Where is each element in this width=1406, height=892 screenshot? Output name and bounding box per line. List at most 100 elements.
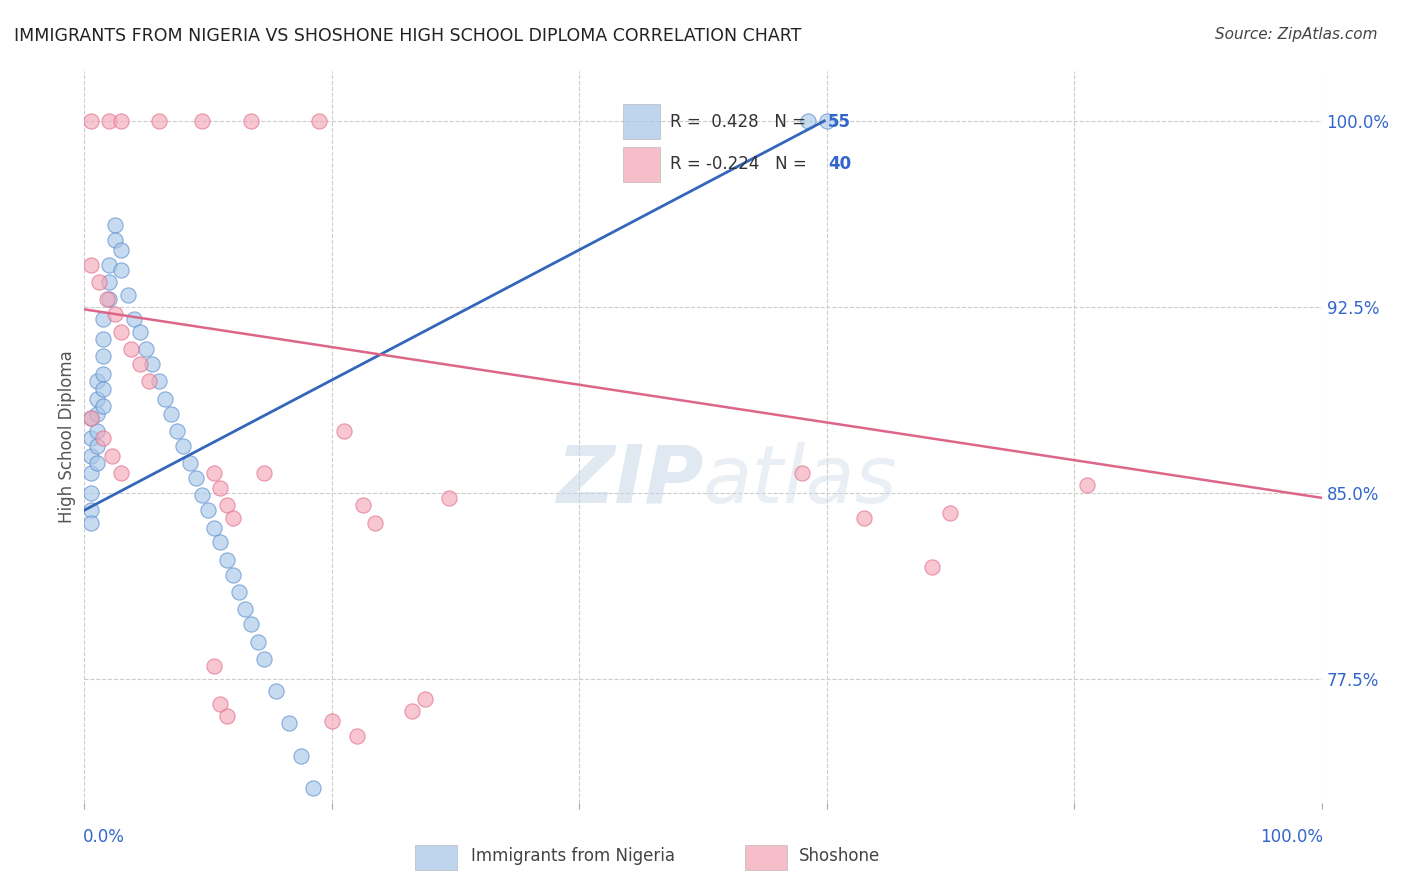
Point <box>117 287 139 301</box>
Point <box>129 325 152 339</box>
Point <box>222 567 245 582</box>
Point <box>98 258 121 272</box>
Point <box>302 780 325 795</box>
Point <box>439 491 461 505</box>
Point <box>79 411 101 425</box>
Point <box>98 275 121 289</box>
Point <box>104 307 127 321</box>
Point <box>89 275 111 289</box>
Point <box>277 716 299 731</box>
Point <box>228 585 250 599</box>
Point <box>79 431 101 445</box>
Text: ZIP: ZIP <box>555 442 703 520</box>
Point <box>79 449 101 463</box>
Point <box>141 357 163 371</box>
Point <box>209 697 232 711</box>
Point <box>1076 478 1098 492</box>
Point <box>153 392 176 406</box>
Point <box>91 399 114 413</box>
Point <box>138 374 160 388</box>
Point <box>104 218 127 232</box>
Point <box>401 704 423 718</box>
Point <box>790 466 813 480</box>
Point <box>321 714 343 728</box>
Point <box>91 367 114 381</box>
Point <box>96 293 118 307</box>
Point <box>215 498 238 512</box>
Point <box>308 114 330 128</box>
Point <box>191 114 214 128</box>
Text: 100.0%: 100.0% <box>1260 828 1323 846</box>
Point <box>172 439 194 453</box>
Point <box>852 510 875 524</box>
Text: atlas: atlas <box>703 442 898 520</box>
Point <box>290 748 312 763</box>
Point <box>202 466 225 480</box>
Text: 55: 55 <box>828 112 851 131</box>
Point <box>91 350 114 364</box>
Point <box>364 516 387 530</box>
Point <box>921 560 943 574</box>
Point <box>98 293 121 307</box>
Point <box>148 374 170 388</box>
Point <box>148 114 170 128</box>
Point <box>797 114 820 128</box>
Point <box>333 424 356 438</box>
Point <box>110 466 132 480</box>
Text: R = -0.224   N =: R = -0.224 N = <box>669 155 811 173</box>
Point <box>240 617 263 632</box>
Point <box>79 258 101 272</box>
Point <box>110 114 132 128</box>
Point <box>191 488 214 502</box>
Point <box>79 503 101 517</box>
Point <box>202 659 225 673</box>
Point <box>110 262 132 277</box>
Point <box>209 481 232 495</box>
Point <box>129 357 152 371</box>
Point <box>110 325 132 339</box>
Point <box>939 506 962 520</box>
Point <box>79 466 101 480</box>
Y-axis label: High School Diploma: High School Diploma <box>58 351 76 524</box>
Point <box>815 114 838 128</box>
Text: 40: 40 <box>828 155 851 173</box>
Point <box>86 439 108 453</box>
Point <box>222 510 245 524</box>
Point <box>79 516 101 530</box>
Point <box>352 498 374 512</box>
Point <box>110 243 132 257</box>
Point <box>86 424 108 438</box>
Point <box>86 374 108 388</box>
Point <box>86 392 108 406</box>
Point <box>215 553 238 567</box>
Point <box>253 466 276 480</box>
Point <box>413 691 436 706</box>
Point <box>91 332 114 346</box>
Point <box>100 449 122 463</box>
Point <box>79 114 101 128</box>
Text: Shoshone: Shoshone <box>799 847 880 865</box>
Text: 0.0%: 0.0% <box>83 828 125 846</box>
Point <box>346 729 368 743</box>
Point <box>135 342 157 356</box>
FancyBboxPatch shape <box>623 104 659 139</box>
Point <box>215 709 238 723</box>
Point <box>253 652 276 666</box>
Point <box>197 503 219 517</box>
Point <box>120 342 142 356</box>
Text: Immigrants from Nigeria: Immigrants from Nigeria <box>471 847 675 865</box>
Point <box>246 634 269 648</box>
Point <box>86 407 108 421</box>
Point <box>209 535 232 549</box>
Point <box>98 114 121 128</box>
Point <box>79 486 101 500</box>
Point <box>166 424 188 438</box>
Point <box>202 520 225 534</box>
Text: IMMIGRANTS FROM NIGERIA VS SHOSHONE HIGH SCHOOL DIPLOMA CORRELATION CHART: IMMIGRANTS FROM NIGERIA VS SHOSHONE HIGH… <box>14 27 801 45</box>
Point <box>240 114 263 128</box>
Point <box>122 312 145 326</box>
Point <box>91 431 114 445</box>
Text: R =  0.428   N =: R = 0.428 N = <box>669 112 811 131</box>
Point <box>104 233 127 247</box>
Point <box>91 382 114 396</box>
